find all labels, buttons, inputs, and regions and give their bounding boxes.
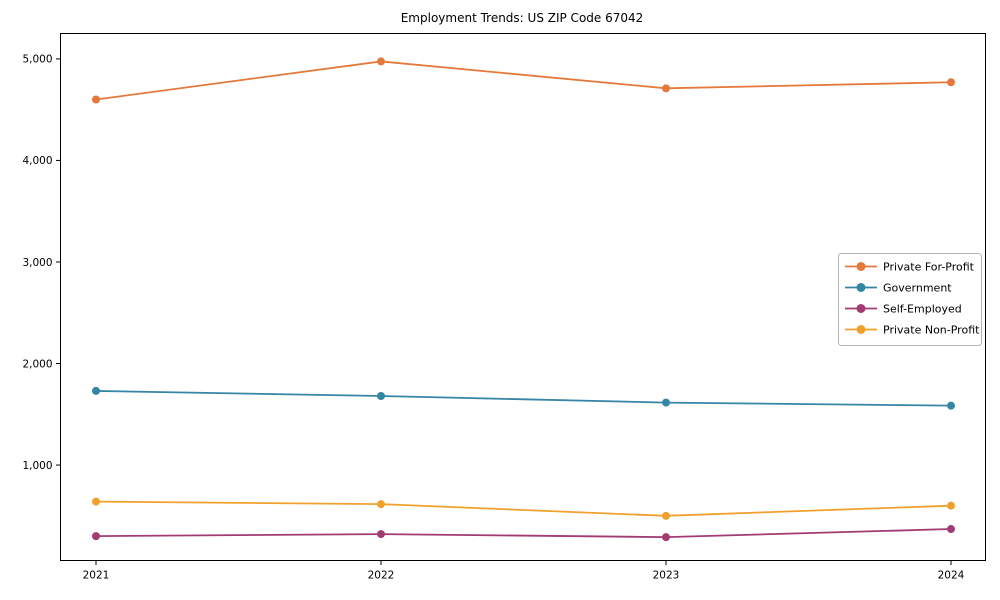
line-series-private-non-profit (95, 500, 952, 517)
data-point-private-for-profit (377, 57, 385, 66)
x-tick-label: 2024 (938, 570, 965, 582)
x-tick-label: 2023 (653, 570, 680, 582)
data-point-government (947, 401, 955, 410)
data-point-private-non-profit (947, 501, 955, 510)
line-series-self-employed (95, 528, 952, 539)
y-tick-label: 3,000 (22, 257, 52, 269)
legend-box (838, 253, 982, 346)
data-point-private-non-profit (92, 497, 100, 506)
y-tick-label: 4,000 (22, 155, 52, 167)
plot-frame (60, 33, 986, 561)
data-point-self-employed (662, 533, 670, 542)
y-tick-label: 1,000 (22, 460, 52, 472)
data-point-private-for-profit (947, 78, 955, 87)
x-tick-label: 2022 (368, 570, 395, 582)
legend-label-government: Government (883, 282, 952, 295)
data-point-private-for-profit (92, 95, 100, 104)
data-point-self-employed (377, 530, 385, 539)
legend-label-self-employed: Self-Employed (883, 303, 962, 316)
legend-marker-self-employed (856, 304, 866, 313)
data-point-private-non-profit (377, 500, 385, 509)
legend-marker-private-for-profit (856, 262, 866, 271)
legend-label-private-non-profit: Private Non-Profit (883, 324, 980, 337)
y-tick-label: 5,000 (22, 54, 52, 66)
data-point-self-employed (92, 532, 100, 541)
y-tick-label: 2,000 (22, 358, 52, 370)
line-series-government (95, 390, 952, 407)
data-point-government (377, 392, 385, 401)
data-point-private-non-profit (662, 511, 670, 520)
data-point-government (92, 386, 100, 395)
chart-title: Employment Trends: US ZIP Code 67042 (401, 11, 644, 25)
legend-label-private-for-profit: Private For-Profit (883, 261, 975, 274)
legend-marker-private-non-profit (856, 325, 866, 334)
data-point-self-employed (947, 525, 955, 534)
data-point-private-for-profit (662, 84, 670, 93)
line-series-private-for-profit (95, 60, 952, 101)
legend-marker-government (856, 283, 866, 292)
data-point-government (662, 398, 670, 407)
x-tick-label: 2021 (83, 570, 110, 582)
legend-layer: Private For-Profit Government Self-Employe… (838, 253, 982, 346)
series-layer (92, 57, 955, 542)
axes-layer: 2021 2022 2023 2024 1,000 2,000 3,000 4,000 5,00… (22, 54, 964, 582)
